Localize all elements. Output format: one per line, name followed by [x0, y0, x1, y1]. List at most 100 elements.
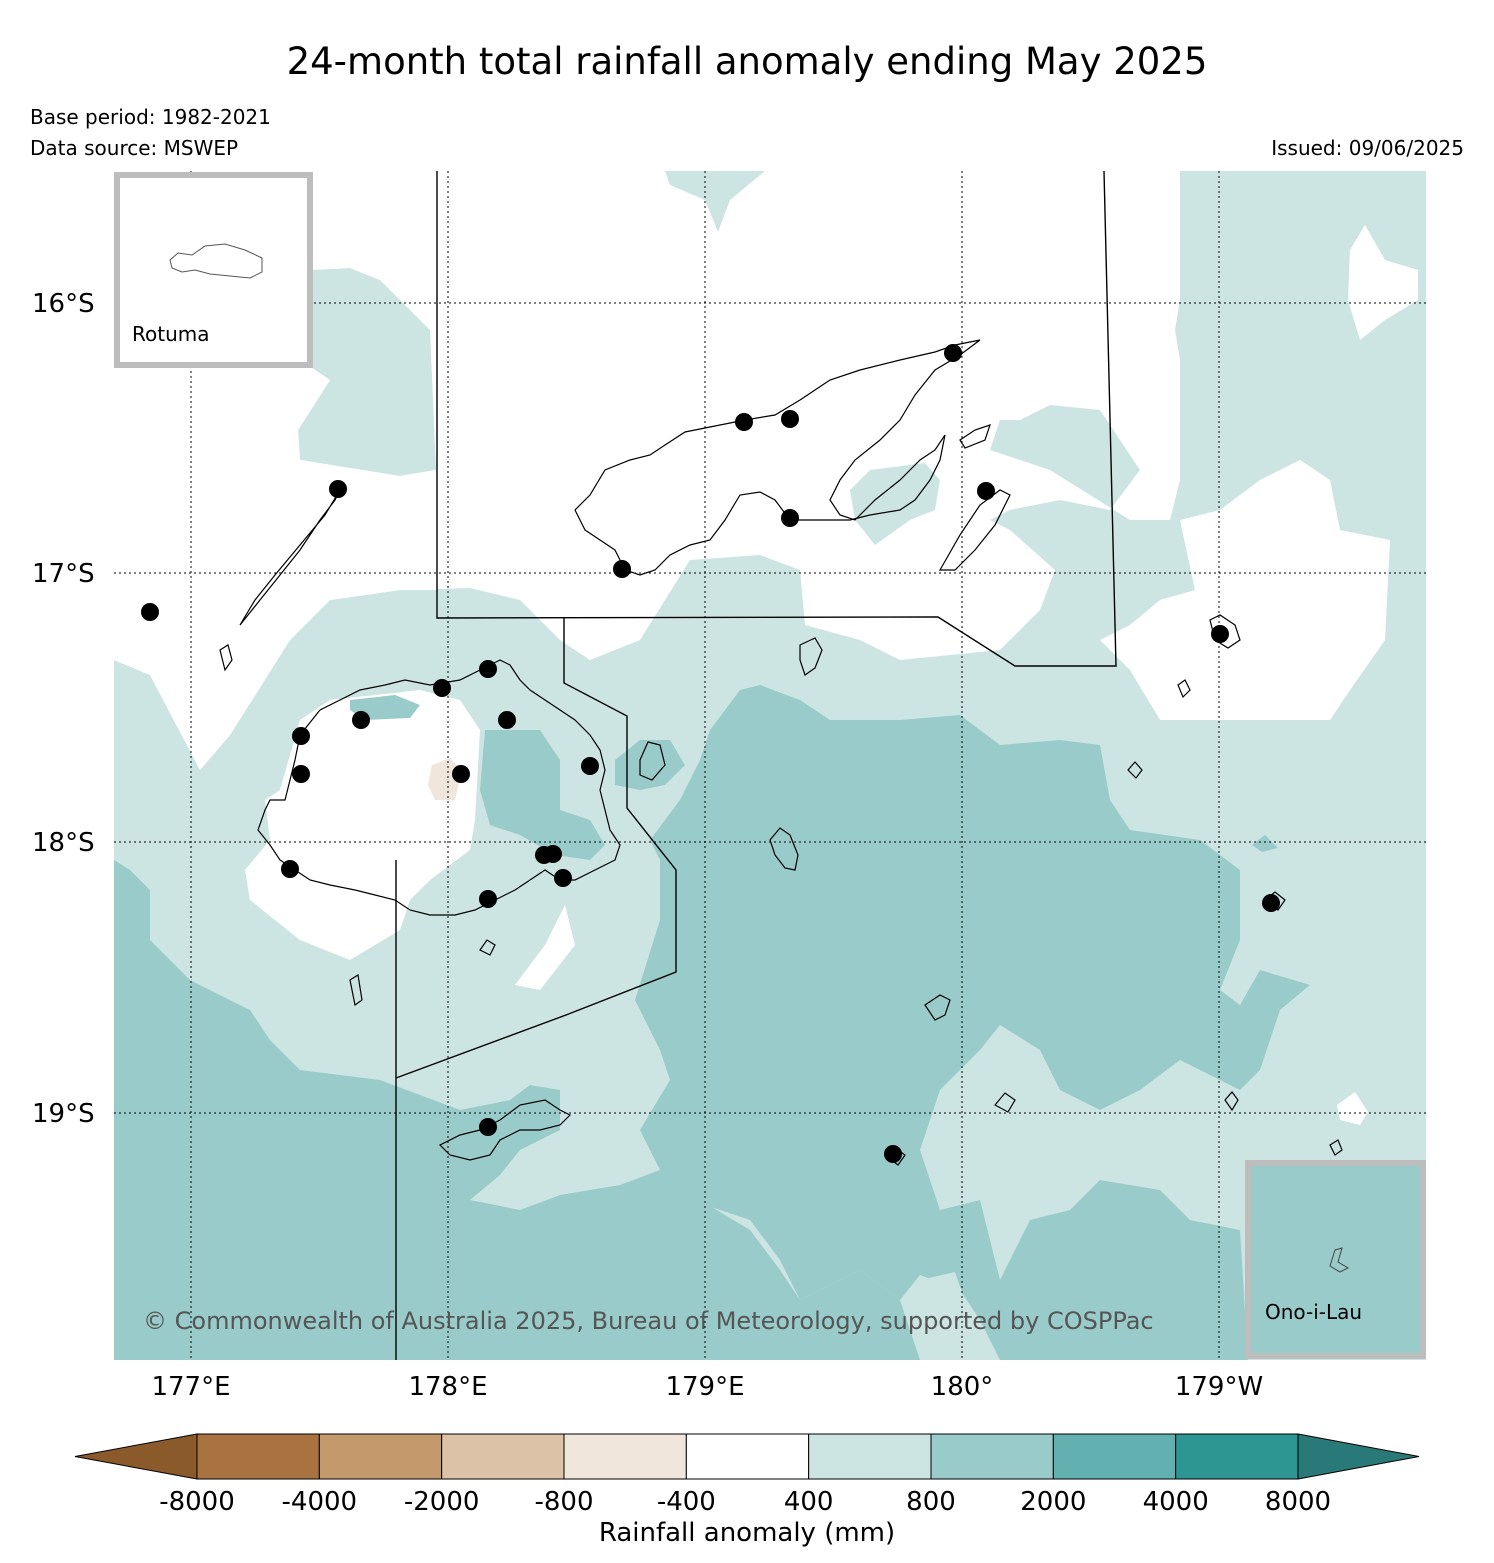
colorbar-segment — [930, 1433, 1054, 1480]
colorbar-tick-label: 800 — [906, 1487, 956, 1517]
station-marker — [544, 845, 562, 863]
viti-levu-coast — [257, 659, 621, 916]
station-marker — [1262, 894, 1280, 912]
station-marker — [735, 413, 753, 431]
moala-coast — [924, 994, 951, 1021]
totoya-coast — [994, 1092, 1016, 1113]
station-marker — [498, 711, 516, 729]
rotuma-inset: Rotuma — [114, 172, 313, 368]
vatoa-coast — [1329, 1139, 1343, 1156]
gau-coast — [769, 827, 799, 871]
anomaly-region-800-2000-lomaiviti — [615, 740, 685, 790]
anomaly-region-800-2000-nw — [350, 695, 420, 720]
anomaly-region-400-800-bottom — [920, 1272, 975, 1345]
station-markers — [141, 344, 1280, 1163]
copyright-text: © Commonwealth of Australia 2025, Bureau… — [143, 1307, 1154, 1335]
colorbar-segment — [318, 1433, 443, 1480]
lon-label-179w: 179°W — [1175, 1372, 1263, 1402]
rotuma-label: Rotuma — [132, 322, 210, 346]
mamanuca-coast — [219, 644, 233, 672]
vatulele-coast — [479, 939, 496, 956]
vanua-levu-coast — [574, 339, 981, 576]
colorbar-segment — [1052, 1433, 1177, 1480]
ono-i-lau-label: Ono-i-Lau — [1265, 1300, 1362, 1324]
issued-date-text: Issued: 09/06/2025 — [1271, 136, 1464, 160]
station-marker — [479, 890, 497, 908]
anomaly-region-800-2000-main — [635, 685, 1310, 1360]
ono-i-lau-island-outline — [1329, 1247, 1350, 1273]
lat-label-16s: 16°S — [32, 289, 95, 319]
ovalau-coast — [639, 741, 666, 781]
colorbar-segment — [563, 1433, 687, 1480]
anomaly-region-400-800-island — [850, 463, 940, 545]
station-marker — [352, 711, 370, 729]
taveuni-coast — [938, 489, 1011, 571]
colorbar-tick-label: 8000 — [1265, 1487, 1331, 1517]
latitude-labels: 16°S 17°S 18°S 19°S — [32, 289, 95, 1129]
station-marker — [884, 1145, 902, 1163]
station-marker — [433, 679, 451, 697]
station-marker — [581, 757, 599, 775]
division-boundaries — [395, 171, 1117, 1360]
station-marker — [281, 860, 299, 878]
colorbar-tick-label: -8000 — [159, 1487, 235, 1517]
station-marker — [292, 765, 310, 783]
anomaly-region-minus400 — [428, 758, 462, 800]
lat-label-19s: 19°S — [32, 1099, 95, 1129]
colorbar-tick-label: -4000 — [282, 1487, 358, 1517]
station-marker — [781, 410, 799, 428]
lon-label-179e: 179°E — [665, 1372, 744, 1402]
base-period-text: Base period: 1982-2021 — [30, 105, 271, 129]
lakeba-coast — [1127, 761, 1143, 779]
qamea-coast — [959, 424, 991, 449]
station-marker — [944, 344, 962, 362]
station-marker — [452, 765, 470, 783]
anomaly-region-white-viti — [245, 690, 480, 960]
lon-label-178e: 178°E — [408, 1372, 487, 1402]
cicia-coast — [1177, 679, 1191, 699]
lon-label-180: 180° — [931, 1372, 994, 1402]
station-marker — [292, 727, 310, 745]
colorbar-segment — [441, 1433, 565, 1480]
map-fields — [114, 171, 1426, 1360]
station-marker — [1211, 625, 1229, 643]
colorbar-title: Rainfall anomaly (mm) — [599, 1518, 895, 1548]
colorbar-segment — [1175, 1433, 1299, 1480]
anomaly-region-400-800-top — [665, 171, 765, 232]
colorbar-tick-label: -800 — [534, 1487, 593, 1517]
colorbar-segment — [196, 1433, 320, 1480]
colorbar-tick-label: -2000 — [404, 1487, 480, 1517]
longitude-labels: 177°E 178°E 179°E 180° 179°W — [151, 1372, 1263, 1402]
kabara-coast — [1224, 1091, 1239, 1112]
colorbar-tick-label: 4000 — [1143, 1487, 1209, 1517]
station-marker — [479, 660, 497, 678]
lon-label-177e: 177°E — [151, 1372, 230, 1402]
colorbar-extend-max — [1297, 1433, 1420, 1480]
anomaly-region-white-central — [1100, 460, 1390, 720]
colorbar-extend-min — [74, 1433, 198, 1480]
station-marker — [479, 1118, 497, 1136]
map-title: 24-month total rainfall anomaly ending M… — [286, 40, 1208, 83]
station-marker — [781, 509, 799, 527]
anomaly-region-800-2000-southwest — [114, 860, 920, 1360]
anomaly-region-800-2000-small — [1252, 835, 1278, 852]
data-source-text: Data source: MSWEP — [30, 136, 239, 160]
colorbar-tick-label: 400 — [784, 1487, 834, 1517]
colorbar-segment — [808, 1433, 932, 1480]
lat-label-17s: 17°S — [32, 559, 95, 589]
anomaly-region-800-2000-viti — [480, 730, 605, 860]
koro-coast — [799, 637, 823, 676]
colorbar: -8000 -4000 -2000 -800 -400 400 800 2000 4000 800… — [74, 1433, 1420, 1517]
station-marker — [977, 482, 995, 500]
graticule — [114, 171, 1426, 1360]
station-marker — [329, 480, 347, 498]
anomaly-region-400-800-north — [114, 171, 436, 476]
station-marker — [613, 560, 631, 578]
colorbar-segment — [685, 1433, 810, 1480]
anomaly-region-white-bottom — [1337, 1092, 1368, 1125]
station-marker — [554, 869, 572, 887]
colorbar-tick-label: -400 — [657, 1487, 716, 1517]
colorbar-tick-label: 2000 — [1020, 1487, 1086, 1517]
beqa-coast — [349, 974, 363, 1007]
